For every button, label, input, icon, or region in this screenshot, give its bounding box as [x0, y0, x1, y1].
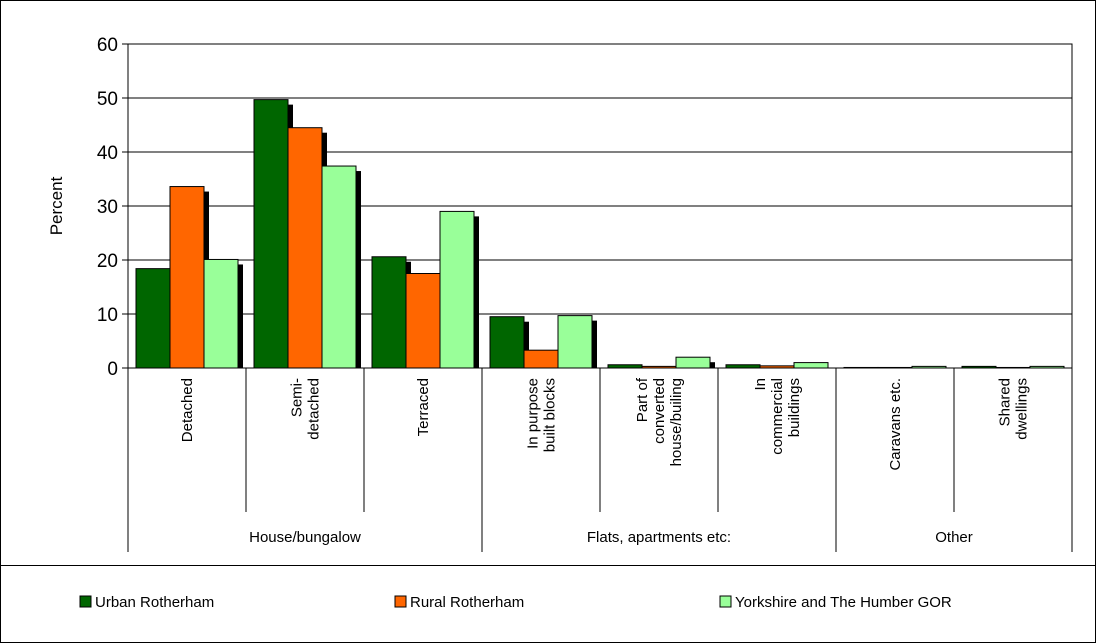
group-label: Flats, apartments etc:	[587, 529, 731, 546]
category-label: In	[752, 378, 769, 391]
y-tick-label: 30	[97, 197, 118, 218]
legend-swatch	[394, 595, 407, 608]
bar	[371, 256, 407, 369]
group-label: Other	[935, 529, 973, 546]
category-label: buildings	[786, 378, 803, 437]
y-tick-label: 10	[97, 305, 118, 326]
legend-swatch	[719, 595, 732, 608]
labels: 0 10 20 30 40 50 60 Percent Detached Semi-detache…	[47, 35, 1031, 546]
bar	[523, 349, 559, 369]
bars	[135, 99, 1065, 369]
y-tick-label: 40	[97, 143, 118, 164]
category-label: Terraced	[415, 378, 432, 436]
bar	[135, 268, 171, 369]
bar	[321, 165, 357, 369]
bar	[287, 127, 323, 369]
legend-label: Rural Rotherham	[410, 594, 524, 611]
category-label: commercial	[769, 378, 786, 455]
legend-label: Urban Rotherham	[95, 594, 214, 611]
bar	[405, 273, 441, 369]
category-label: Shared	[997, 378, 1014, 426]
y-tick-label: 60	[97, 35, 118, 56]
legend: Urban Rotherham Rural Rotherham Yorkshire …	[79, 594, 952, 611]
bar	[253, 99, 289, 369]
category-label: built blocks	[542, 378, 559, 452]
category-label: In purpose	[525, 378, 542, 449]
category-label: dwellings	[1014, 378, 1031, 440]
category-label: converted	[651, 378, 668, 444]
bar	[439, 210, 475, 369]
category-label: Part of	[634, 377, 651, 422]
y-tick-label: 0	[107, 359, 118, 380]
category-label: Detached	[179, 378, 196, 442]
y-axis-label: Percent	[47, 176, 66, 235]
category-label: house/builing	[668, 378, 685, 466]
y-tick-label: 20	[97, 251, 118, 272]
bar	[169, 186, 205, 369]
category-label: detached	[306, 378, 323, 440]
bar	[557, 315, 593, 369]
bar	[793, 362, 829, 369]
y-tick-label: 50	[97, 89, 118, 110]
bar	[675, 356, 711, 369]
bar	[489, 316, 525, 369]
legend-label: Yorkshire and The Humber GOR	[735, 594, 952, 611]
axes	[122, 43, 1073, 552]
legend-swatch	[79, 595, 92, 608]
group-label: House/bungalow	[249, 529, 361, 546]
bar	[203, 258, 239, 369]
category-label: Caravans etc.	[887, 378, 904, 471]
category-label: Semi-	[289, 378, 306, 417]
